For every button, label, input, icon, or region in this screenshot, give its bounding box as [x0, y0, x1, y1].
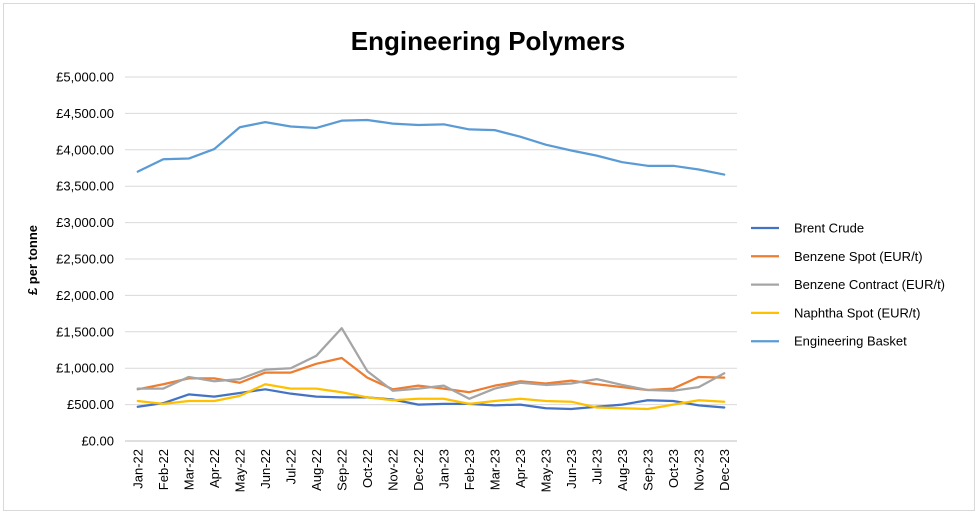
x-tick-label: Jun-23 [564, 449, 579, 489]
gridlines [125, 76, 737, 442]
y-tick-label: £1,000.00 [56, 361, 114, 376]
y-tick-label: £4,500.00 [56, 106, 114, 121]
x-tick-label: Apr-23 [513, 449, 528, 488]
x-tick-label: Feb-22 [156, 449, 171, 490]
y-tick-label: £2,000.00 [56, 288, 114, 303]
y-tick-label: £3,000.00 [56, 215, 114, 230]
y-tick-label: £0.00 [81, 434, 114, 449]
series-lines [136, 118, 726, 411]
legend-label: Benzene Contract (EUR/t) [794, 277, 945, 292]
y-tick-label: £3,500.00 [56, 179, 114, 194]
x-tick-label: Mar-23 [487, 449, 502, 490]
x-tick-label: Aug-23 [615, 449, 630, 491]
x-tick-label: Sep-22 [334, 449, 349, 491]
y-tick-label: £1,500.00 [56, 324, 114, 339]
legend-label: Naphtha Spot (EUR/t) [794, 305, 920, 320]
x-tick-label: Jul-23 [589, 449, 604, 484]
series-line [136, 118, 726, 176]
legend-label: Benzene Spot (EUR/t) [794, 249, 923, 264]
y-tick-label: £2,500.00 [56, 252, 114, 267]
x-tick-label: Aug-22 [309, 449, 324, 491]
x-tick-label: Jun-22 [258, 449, 273, 489]
y-tick-label: £4,000.00 [56, 142, 114, 157]
y-tick-label: £5,000.00 [56, 70, 114, 85]
x-tick-label: Nov-22 [385, 449, 400, 491]
chart-frame [3, 3, 975, 511]
x-tick-label: May-22 [232, 449, 247, 492]
x-tick-label: Apr-22 [207, 449, 222, 488]
y-tick-label: £500.00 [67, 397, 114, 412]
x-tick-label: Feb-23 [462, 449, 477, 490]
x-tick-label: Dec-23 [717, 449, 732, 491]
x-tick-label: Jan-23 [436, 449, 451, 489]
legend: Brent Crude Benzene Spot (EUR/t) Benzene C… [751, 221, 945, 349]
series-line [136, 383, 726, 411]
x-tick-labels: Jan-22 Feb-22 Mar-22 Apr-22 May-22 Jun-22 Jul-… [130, 449, 732, 492]
x-tick-label: Jul-22 [283, 449, 298, 484]
x-tick-label: Oct-23 [666, 449, 681, 488]
legend-label: Engineering Basket [794, 334, 907, 349]
x-tick-label: May-23 [538, 449, 553, 492]
x-tick-label: Sep-23 [640, 449, 655, 491]
series-line [136, 327, 726, 400]
x-tick-label: Oct-22 [360, 449, 375, 488]
x-tick-label: Mar-22 [181, 449, 196, 490]
chart-title: Engineering Polymers [351, 26, 626, 56]
y-axis-label: £ per tonne [25, 225, 40, 295]
y-tick-labels: £0.00 £500.00 £1,000.00 £1,500.00 £2,000.00 £… [56, 70, 114, 449]
x-tick-label: Jan-22 [130, 449, 145, 489]
series-line [136, 388, 726, 411]
x-tick-label: Nov-23 [691, 449, 706, 491]
legend-label: Brent Crude [794, 221, 864, 236]
x-tick-label: Dec-22 [411, 449, 426, 491]
